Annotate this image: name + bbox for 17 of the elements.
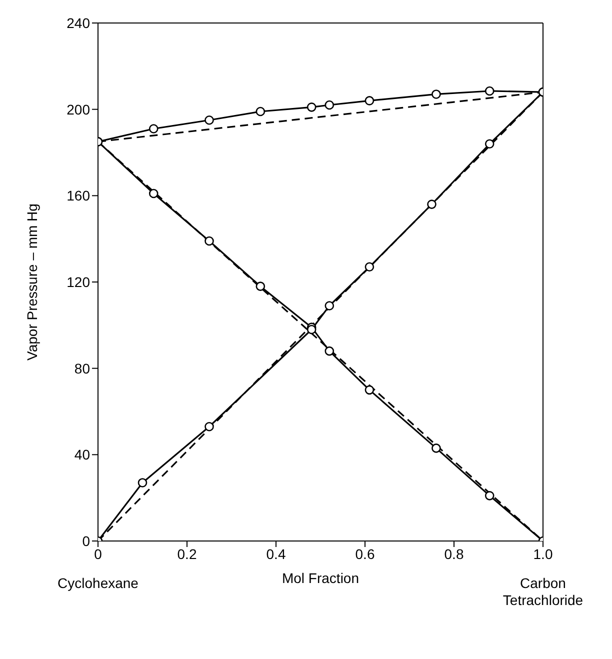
text: Cyclohexane	[56, 575, 140, 592]
text: Carbon Tetrachloride	[502, 575, 584, 609]
x-tick-label: 0.4	[266, 546, 286, 562]
y-tick-label: 120	[66, 274, 90, 290]
x-axis-title: Mol Fraction	[282, 570, 360, 586]
x-tick-label: 0.6	[355, 546, 375, 562]
y-tick-label: 200	[66, 101, 90, 118]
x-tick-label: 0.2	[177, 546, 197, 562]
y-axis-title: Vapor Pressure – mm Hg	[24, 204, 40, 360]
y-tick-label: 40	[74, 446, 90, 463]
y-tick-label: 80	[74, 360, 90, 376]
y-tick-label: 160	[66, 188, 90, 204]
y-tick-label: 240	[66, 14, 90, 31]
x-tick-label: 1.0	[533, 546, 553, 562]
x-tick-label: 0	[94, 546, 102, 562]
y-tick-label: 0	[82, 532, 90, 549]
x-tick-label: 0.8	[444, 546, 464, 562]
